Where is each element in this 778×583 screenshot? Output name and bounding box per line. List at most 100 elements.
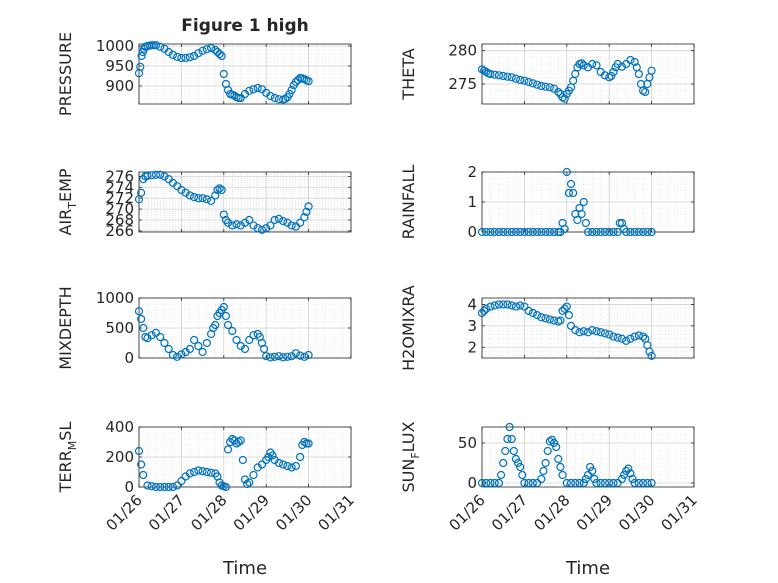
data-point [147, 171, 156, 180]
data-point [304, 77, 313, 86]
data-point [206, 196, 216, 206]
data-point [577, 209, 586, 219]
data-point [219, 302, 228, 312]
data-point [268, 451, 277, 460]
data-point [592, 478, 601, 488]
data-point [139, 470, 148, 480]
data-point [605, 73, 614, 82]
x-tick-label: 01/29 [230, 491, 273, 534]
data-point [151, 482, 161, 492]
h2omixra-y-axis-label: H2OMIXRA [399, 285, 418, 371]
axes-box [481, 426, 695, 488]
data-point [304, 202, 313, 211]
data-point [583, 328, 593, 337]
x-tick-label: 01/31 [658, 491, 701, 534]
data-point [219, 69, 228, 79]
data-point [264, 452, 273, 462]
data-point [202, 467, 211, 477]
data-point [217, 51, 226, 61]
data-point [499, 300, 508, 309]
data-point [583, 227, 593, 237]
data-point [524, 478, 533, 488]
plot-area [482, 427, 694, 487]
data-point [499, 458, 508, 468]
data-point [236, 436, 245, 445]
data-point [168, 50, 178, 59]
data-point [524, 77, 533, 87]
data-point [592, 227, 601, 237]
data-point [516, 301, 525, 310]
data-point [581, 474, 590, 484]
data-point [137, 51, 146, 61]
data-point [164, 344, 173, 354]
data-point [279, 460, 288, 469]
data-point [600, 329, 610, 338]
data-point [520, 227, 529, 237]
data-point [480, 66, 489, 75]
data-point [296, 452, 305, 462]
data-point [177, 476, 186, 486]
data-point [617, 62, 627, 71]
data-point [634, 69, 643, 79]
data-point [156, 170, 165, 179]
data-point [643, 227, 652, 237]
y-tick-label: 275 [448, 75, 477, 93]
data-point [528, 227, 537, 237]
data-point [556, 316, 565, 325]
data-point [181, 53, 190, 63]
data-point [490, 227, 499, 237]
terr-msl-y-axis-label: TERRMSL [56, 422, 79, 494]
data-point [626, 227, 635, 237]
y-tick-label: 900 [105, 77, 134, 95]
y-tick-label: 4 [467, 295, 477, 313]
data-point [569, 188, 578, 198]
pressure-y-axis-label: PRESSURE [56, 32, 75, 116]
data-point [513, 458, 523, 468]
data-point [206, 43, 216, 53]
data-point [558, 470, 567, 480]
data-point [243, 479, 252, 489]
data-point [296, 218, 305, 227]
data-point [558, 306, 567, 315]
data-point [194, 341, 203, 351]
data-point [579, 197, 588, 207]
y-tick-label: 1000 [96, 37, 134, 55]
data-point [134, 446, 144, 456]
data-point [274, 95, 284, 104]
data-point [533, 311, 542, 320]
data-point [639, 86, 648, 95]
y-tick-label: 500 [105, 319, 134, 337]
data-point [507, 434, 516, 444]
data-point [516, 227, 525, 237]
y-tick-label: 274 [105, 178, 134, 196]
data-point [240, 344, 250, 354]
data-point [647, 66, 656, 75]
data-point [609, 478, 618, 488]
y-tick-label: 268 [105, 211, 134, 229]
data-point [545, 437, 554, 446]
data-point [617, 334, 627, 343]
data-point [575, 328, 584, 337]
data-point [259, 344, 269, 354]
data-point [556, 462, 565, 472]
data-point [137, 460, 146, 469]
data-point [300, 437, 309, 447]
data-point [533, 227, 542, 237]
data-point [528, 79, 537, 88]
data-point [477, 65, 487, 74]
figure-title: Figure 1 high [181, 16, 309, 36]
data-point [579, 327, 588, 336]
data-point [151, 328, 161, 337]
data-point [177, 350, 186, 359]
data-point [194, 194, 203, 203]
data-point [185, 344, 194, 354]
data-point [579, 61, 588, 70]
subplot-h2omixra: 4 3 2 H2OMIXRA [399, 285, 695, 371]
data-point [607, 71, 616, 81]
y-tick-label: 1 [467, 193, 477, 211]
data-point [628, 474, 637, 484]
data-point [291, 349, 300, 358]
data-point [480, 306, 489, 315]
data-point [499, 71, 508, 81]
